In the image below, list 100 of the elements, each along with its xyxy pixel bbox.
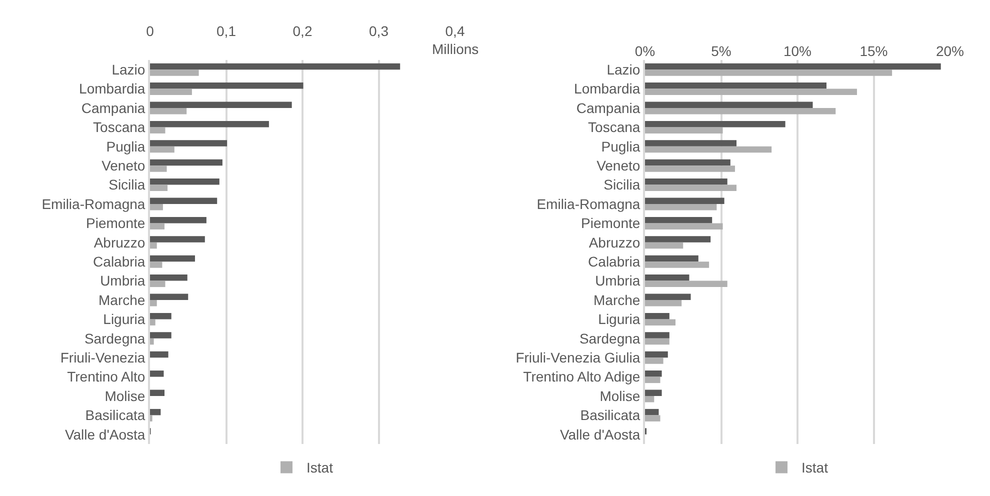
x-tick-label: 0,4 [445, 23, 465, 40]
bar [645, 358, 664, 364]
bar [645, 140, 736, 146]
bar [645, 300, 682, 306]
x-tick-label: 5% [711, 43, 732, 60]
bar [150, 178, 220, 185]
bar [150, 146, 174, 153]
y-tick-label: Campania [576, 100, 640, 116]
bar [150, 280, 166, 288]
bar [150, 390, 164, 396]
bar [150, 312, 172, 320]
y-tick-label: Calabria [93, 254, 146, 270]
bar [150, 242, 157, 249]
y-tick-label: Basilicata [85, 407, 146, 424]
bar [645, 198, 724, 204]
bar [150, 236, 205, 242]
bar [150, 159, 222, 166]
bar [645, 108, 836, 114]
x-tick-label: 0,2 [292, 23, 312, 40]
bar [150, 262, 162, 268]
y-tick-label: Lazio [606, 62, 640, 78]
y-tick-label: Friuli-Venezia [60, 350, 146, 366]
y-tick-label: Abruzzo [588, 234, 640, 250]
bar [645, 184, 736, 192]
y-tick-label: Lazio [112, 62, 146, 78]
legend-label: Istat [306, 460, 334, 476]
x-tick-label: 0 [146, 23, 154, 40]
bar [645, 236, 711, 242]
bar [150, 184, 168, 192]
x-axis-title: Millions [432, 41, 479, 57]
bar [150, 294, 188, 300]
bar [645, 312, 670, 320]
bar [645, 294, 691, 300]
bar [645, 390, 662, 396]
y-tick-label: Molise [600, 388, 640, 404]
y-tick-label: Toscana [93, 119, 146, 136]
y-tick-label: Calabria [588, 254, 640, 270]
y-tick-label: Valle d'Aosta [560, 426, 640, 442]
y-tick-label: Emilia-Romagna [536, 196, 640, 212]
bar [645, 332, 670, 338]
bar [645, 120, 786, 128]
legend-label: Istat [802, 460, 828, 476]
bar [645, 166, 735, 172]
y-tick-label: Umbria [595, 272, 640, 289]
x-tick-label: 0,1 [216, 23, 236, 40]
y-tick-label: Marche [594, 292, 640, 308]
bar [150, 216, 206, 224]
bar [150, 140, 228, 146]
bar [150, 351, 168, 358]
y-tick-label: Sicilia [604, 176, 640, 193]
y-tick-label: Liguria [598, 311, 640, 328]
y-tick-label: Marche [98, 292, 146, 308]
y-tick-label: Emilia-Romagna [42, 196, 146, 212]
y-tick-label: Basilicata [580, 407, 640, 424]
bar [150, 108, 187, 114]
bar [150, 127, 166, 134]
y-tick-label: Trentino Alto Adige [523, 368, 640, 385]
x-tick-label: 10% [783, 43, 812, 60]
x-tick-label: 0% [634, 43, 656, 60]
y-tick-label: Puglia [106, 138, 146, 154]
bar [645, 376, 660, 384]
bar [645, 88, 857, 96]
bar [150, 408, 161, 416]
y-tick-label: Sardegna [84, 330, 146, 346]
bar [150, 255, 195, 262]
bar [150, 370, 164, 377]
bar [150, 223, 164, 230]
y-tick-label: Piemonte [581, 215, 640, 232]
bar [150, 274, 188, 281]
bar [150, 120, 269, 128]
bar [645, 262, 710, 268]
y-tick-label: Sicilia [108, 176, 146, 193]
bar [645, 351, 668, 358]
y-tick-label: Molise [104, 388, 146, 404]
bar [645, 159, 730, 166]
bar [150, 204, 163, 210]
bar [645, 396, 654, 402]
y-tick-label: Campania [81, 100, 146, 116]
y-tick-label: Veneto [596, 158, 640, 174]
bar [645, 255, 698, 262]
bar [645, 223, 723, 230]
bar [645, 82, 826, 89]
bar [645, 415, 660, 422]
bar [645, 408, 659, 416]
y-tick-label: Piemonte [86, 215, 146, 232]
bar [150, 102, 292, 108]
bar [150, 70, 199, 76]
bar [645, 338, 670, 345]
bar [150, 88, 192, 96]
bar [150, 63, 400, 70]
y-tick-label: Veneto [102, 158, 146, 174]
x-tick-label: 0,3 [369, 23, 389, 40]
bar [150, 332, 172, 338]
bar [150, 338, 154, 345]
x-tick-label: 15% [860, 43, 888, 60]
bar [645, 70, 892, 76]
bar [645, 63, 941, 70]
x-tick-label: 20% [936, 43, 964, 60]
y-tick-label: Umbria [100, 272, 146, 289]
bar [645, 127, 723, 134]
